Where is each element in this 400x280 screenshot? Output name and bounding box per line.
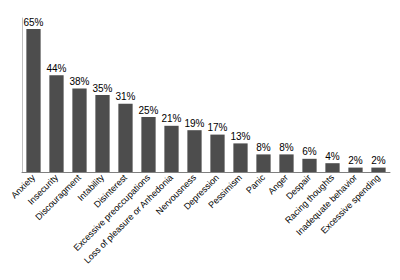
svg-text:17%: 17% xyxy=(207,122,227,133)
svg-text:35%: 35% xyxy=(92,83,112,94)
svg-text:Racing thoughts: Racing thoughts xyxy=(283,172,336,226)
svg-text:Loss of pleasure or Anhedonia: Loss of pleasure or Anhedonia xyxy=(82,172,175,265)
svg-text:6%: 6% xyxy=(302,146,317,157)
svg-text:Discouragment: Discouragment xyxy=(33,172,83,223)
svg-text:13%: 13% xyxy=(230,131,250,142)
svg-text:21%: 21% xyxy=(161,113,181,124)
svg-text:Nervousness: Nervousness xyxy=(153,172,198,217)
svg-text:Intability: Intability xyxy=(75,172,106,203)
svg-text:Excessive spending: Excessive spending xyxy=(319,172,382,235)
svg-text:Anxiety: Anxiety xyxy=(9,172,37,201)
svg-text:44%: 44% xyxy=(46,63,66,74)
svg-text:38%: 38% xyxy=(69,76,89,87)
svg-text:Disinterest: Disinterest xyxy=(91,172,129,210)
svg-text:25%: 25% xyxy=(138,105,158,116)
svg-text:Inadequate behavior: Inadequate behavior xyxy=(294,172,359,238)
svg-text:Excessive preoccupations: Excessive preoccupations xyxy=(71,172,152,253)
svg-text:Pessimism: Pessimism xyxy=(206,172,244,210)
svg-text:4%: 4% xyxy=(325,151,340,162)
svg-text:Despair: Despair xyxy=(284,172,313,202)
svg-text:65%: 65% xyxy=(23,17,43,28)
svg-text:2%: 2% xyxy=(371,155,386,166)
svg-text:8%: 8% xyxy=(279,142,294,153)
svg-text:Panic: Panic xyxy=(244,172,267,195)
svg-text:Insecurity: Insecurity xyxy=(25,172,60,207)
svg-text:2%: 2% xyxy=(348,155,363,166)
svg-text:Anger: Anger xyxy=(266,172,290,197)
svg-text:8%: 8% xyxy=(256,142,271,153)
svg-text:Depression: Depression xyxy=(181,172,221,212)
svg-text:31%: 31% xyxy=(115,91,135,102)
svg-text:19%: 19% xyxy=(184,118,204,129)
